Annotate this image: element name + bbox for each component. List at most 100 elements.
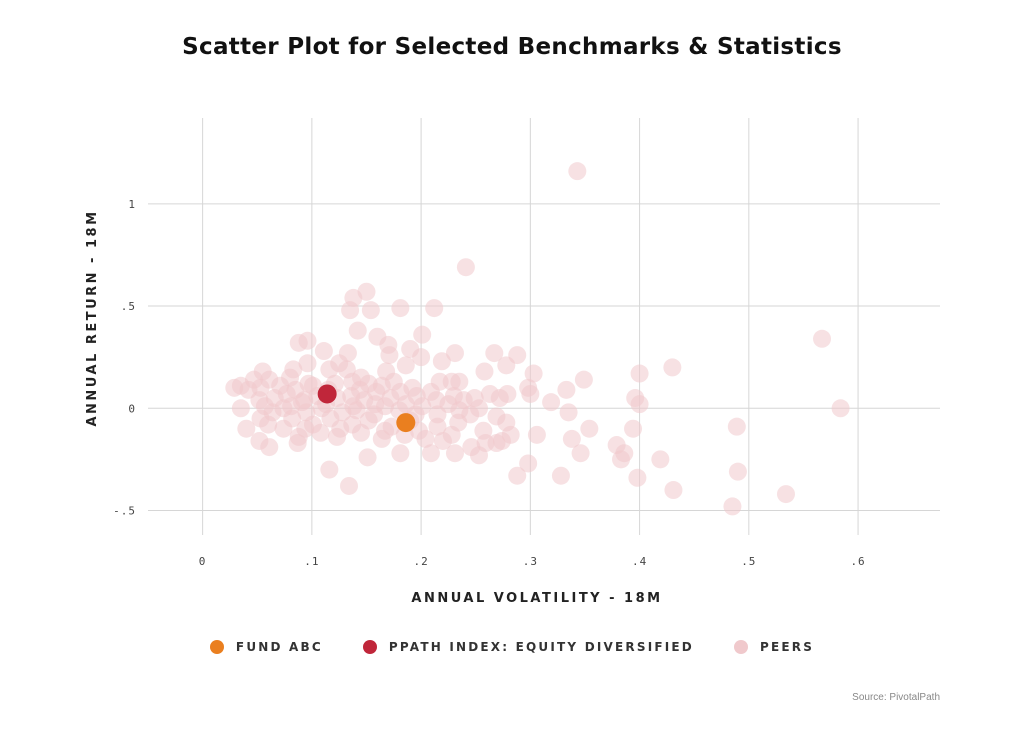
data-point-peers[interactable] — [416, 429, 435, 448]
data-point-peers[interactable] — [327, 427, 346, 446]
data-point-peers[interactable] — [288, 434, 307, 453]
data-point-peers[interactable] — [347, 401, 366, 420]
data-point-peers[interactable] — [527, 425, 546, 444]
ppath-index-marker-icon — [362, 640, 377, 654]
data-point-peers[interactable] — [391, 299, 410, 318]
x-tick-label: .6 — [850, 555, 865, 568]
data-point-peers[interactable] — [237, 419, 256, 438]
data-point-peers[interactable] — [728, 462, 747, 481]
legend-label: PEERS — [759, 640, 815, 654]
data-point-peers[interactable] — [524, 364, 543, 383]
y-tick-label: .5 — [121, 300, 136, 313]
data-point-peers[interactable] — [475, 362, 494, 381]
data-point-peers[interactable] — [574, 370, 593, 389]
data-point-peers[interactable] — [225, 378, 244, 397]
data-point-peers[interactable] — [445, 344, 464, 363]
data-point-peers[interactable] — [341, 301, 360, 320]
data-point-peers[interactable] — [470, 446, 489, 465]
legend-item-fund-abc[interactable]: FUND ABC — [209, 640, 323, 654]
data-point-peers[interactable] — [432, 352, 451, 371]
data-point-peers[interactable] — [542, 393, 561, 412]
data-point-peers[interactable] — [624, 419, 643, 438]
data-point-peers[interactable] — [580, 419, 599, 438]
data-point-peers[interactable] — [727, 417, 746, 436]
x-axis-label: ANNUAL VOLATILITY - 18M — [411, 591, 662, 606]
data-point-peers[interactable] — [559, 403, 578, 422]
data-point-fund-abc[interactable] — [396, 413, 416, 433]
data-point-peers[interactable] — [612, 450, 631, 469]
data-point-peers[interactable] — [433, 431, 452, 450]
legend-item-peers[interactable]: PEERS — [733, 640, 815, 654]
y-tick-label: -.5 — [113, 504, 136, 517]
legend-label: FUND ABC — [235, 640, 323, 654]
chart-legend: FUND ABC PPATH INDEX: EQUITY DIVERSIFIED… — [0, 640, 1024, 654]
source-note: Source: PivotalPath — [852, 692, 940, 703]
data-point-peers[interactable] — [259, 415, 278, 434]
data-point-peers[interactable] — [519, 454, 538, 473]
data-point-peers[interactable] — [663, 358, 682, 377]
data-point-peers[interactable] — [396, 356, 415, 375]
data-point-peers[interactable] — [372, 429, 391, 448]
data-points — [225, 162, 850, 516]
data-point-peers[interactable] — [813, 329, 832, 348]
data-point-peers[interactable] — [551, 466, 570, 485]
data-point-peers[interactable] — [380, 346, 399, 365]
data-point-peers[interactable] — [497, 356, 516, 375]
data-point-peers[interactable] — [314, 342, 333, 361]
x-tick-label: .3 — [523, 555, 538, 568]
data-point-peers[interactable] — [320, 360, 339, 379]
data-point-peers[interactable] — [425, 299, 444, 318]
data-point-peers[interactable] — [311, 423, 330, 442]
data-point-peers[interactable] — [651, 450, 670, 469]
data-point-peers[interactable] — [442, 372, 461, 391]
fund-abc-marker-icon — [209, 640, 224, 654]
data-point-peers[interactable] — [231, 399, 250, 418]
data-point-peers[interactable] — [508, 466, 527, 485]
x-axis-ticks: 0 .1 .2 .3 .4 .5 .6 — [199, 555, 865, 568]
x-tick-label: 0 — [199, 555, 207, 568]
data-point-peers[interactable] — [274, 419, 293, 438]
x-tick-label: .2 — [413, 555, 428, 568]
data-point-peers[interactable] — [413, 325, 432, 344]
data-point-peers[interactable] — [340, 476, 359, 495]
data-point-peers[interactable] — [562, 429, 581, 448]
data-point-peers[interactable] — [391, 444, 410, 463]
data-point-peers[interactable] — [485, 344, 504, 363]
data-point-peers[interactable] — [664, 481, 683, 500]
data-point-peers[interactable] — [628, 468, 647, 487]
data-point-peers[interactable] — [428, 417, 447, 436]
grid-lines — [148, 118, 940, 535]
data-point-peers[interactable] — [492, 431, 511, 450]
legend-item-ppath-index[interactable]: PPATH INDEX: EQUITY DIVERSIFIED — [362, 640, 694, 654]
data-point-peers[interactable] — [412, 348, 431, 367]
data-point-peers[interactable] — [723, 497, 742, 516]
data-point-peers[interactable] — [831, 399, 850, 418]
data-point-peers[interactable] — [630, 395, 649, 414]
data-point-peers[interactable] — [776, 485, 795, 504]
x-tick-label: .5 — [741, 555, 756, 568]
legend-label: PPATH INDEX: EQUITY DIVERSIFIED — [388, 640, 694, 654]
data-point-peers[interactable] — [421, 444, 440, 463]
data-point-peers[interactable] — [521, 384, 540, 403]
data-point-peers[interactable] — [289, 333, 308, 352]
data-point-peers[interactable] — [260, 438, 279, 457]
data-point-peers[interactable] — [568, 162, 587, 181]
data-point-peers[interactable] — [358, 448, 377, 467]
peers-marker-icon — [733, 640, 748, 654]
data-point-peers[interactable] — [298, 354, 317, 373]
data-point-peers[interactable] — [348, 321, 367, 340]
data-point-peers[interactable] — [361, 301, 380, 320]
y-axis-ticks: 1 .5 0 -.5 — [113, 198, 136, 518]
data-point-peers[interactable] — [456, 258, 475, 277]
data-point-peers[interactable] — [320, 460, 339, 479]
y-axis-label: ANNUAL RETURN - 18M — [85, 209, 100, 426]
data-point-peers[interactable] — [630, 364, 649, 383]
data-point-peers[interactable] — [571, 444, 590, 463]
data-point-peers[interactable] — [445, 444, 464, 463]
x-tick-label: .1 — [304, 555, 319, 568]
data-point-peers[interactable] — [490, 389, 509, 408]
data-point-peers[interactable] — [352, 423, 371, 442]
data-point-peers[interactable] — [557, 380, 576, 399]
data-point-ppath-index-equity-diversified[interactable] — [317, 384, 337, 404]
